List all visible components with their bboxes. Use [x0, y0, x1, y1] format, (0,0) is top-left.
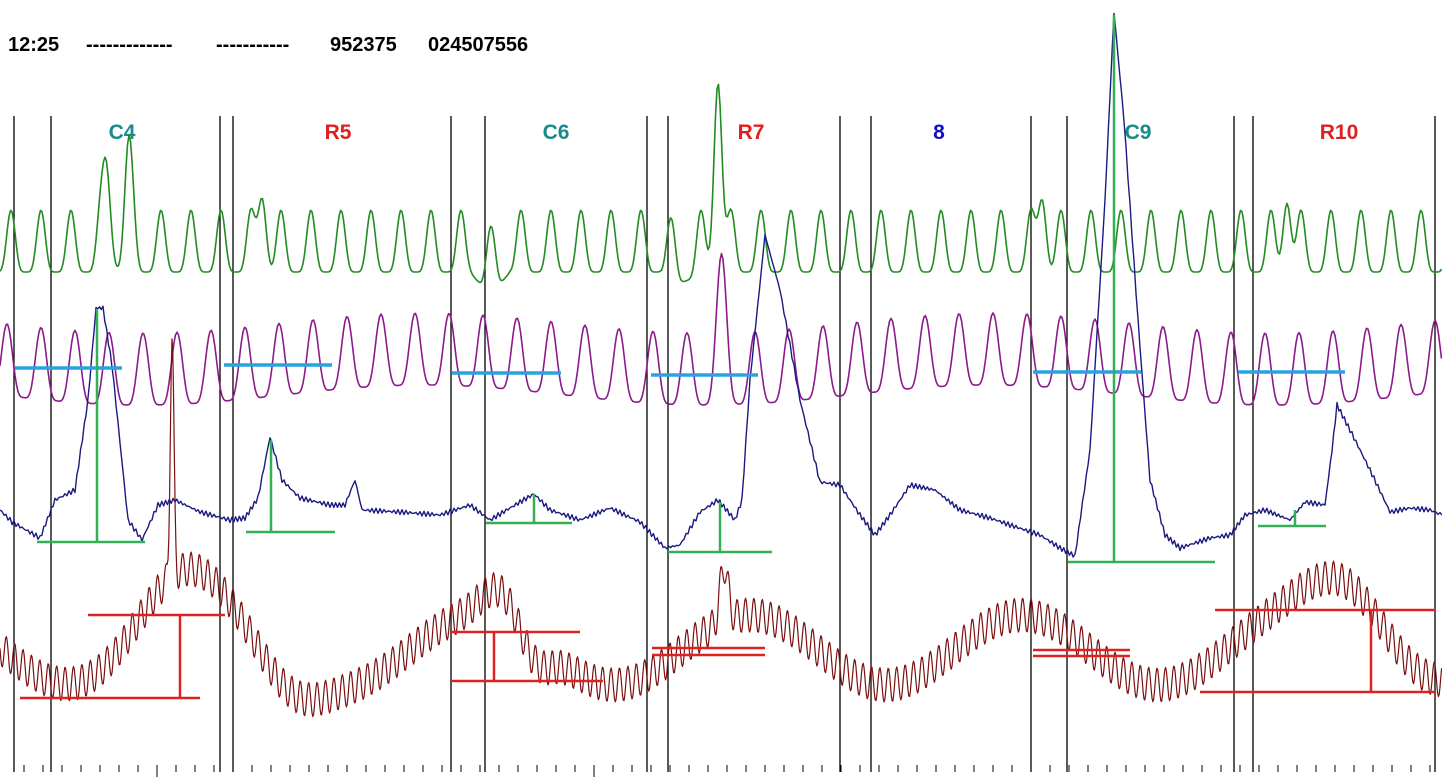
segment-dividers — [13, 116, 1436, 772]
segment-label-c4: C4 — [109, 121, 136, 144]
header-time: 12:25 — [8, 34, 59, 56]
header-field-1: ------------- — [86, 34, 173, 56]
time-axis-ticks — [23, 765, 1431, 777]
purple-trace — [0, 252, 1442, 406]
segment-label-r10: R10 — [1320, 121, 1359, 144]
segment-label-c9: C9 — [1125, 121, 1152, 144]
header-id-2: 024507556 — [428, 34, 528, 56]
green-trace — [0, 83, 1442, 284]
maroon-trace — [0, 338, 1442, 718]
segment-labels: C4 R5 C6 R7 8 C9 R10 — [109, 121, 1359, 144]
header-row: 12:25 ------------- ----------- 952375 0… — [8, 34, 528, 56]
segment-label-8: 8 — [933, 121, 945, 144]
measurement-markers — [15, 15, 1436, 700]
segment-label-r7: R7 — [738, 121, 765, 144]
segment-label-c6: C6 — [543, 121, 570, 144]
header-id-1: 952375 — [330, 34, 397, 56]
waveform-traces — [0, 12, 1442, 718]
segment-label-r5: R5 — [325, 121, 352, 144]
header-field-2: ----------- — [216, 34, 289, 56]
navy-trace — [0, 12, 1442, 558]
